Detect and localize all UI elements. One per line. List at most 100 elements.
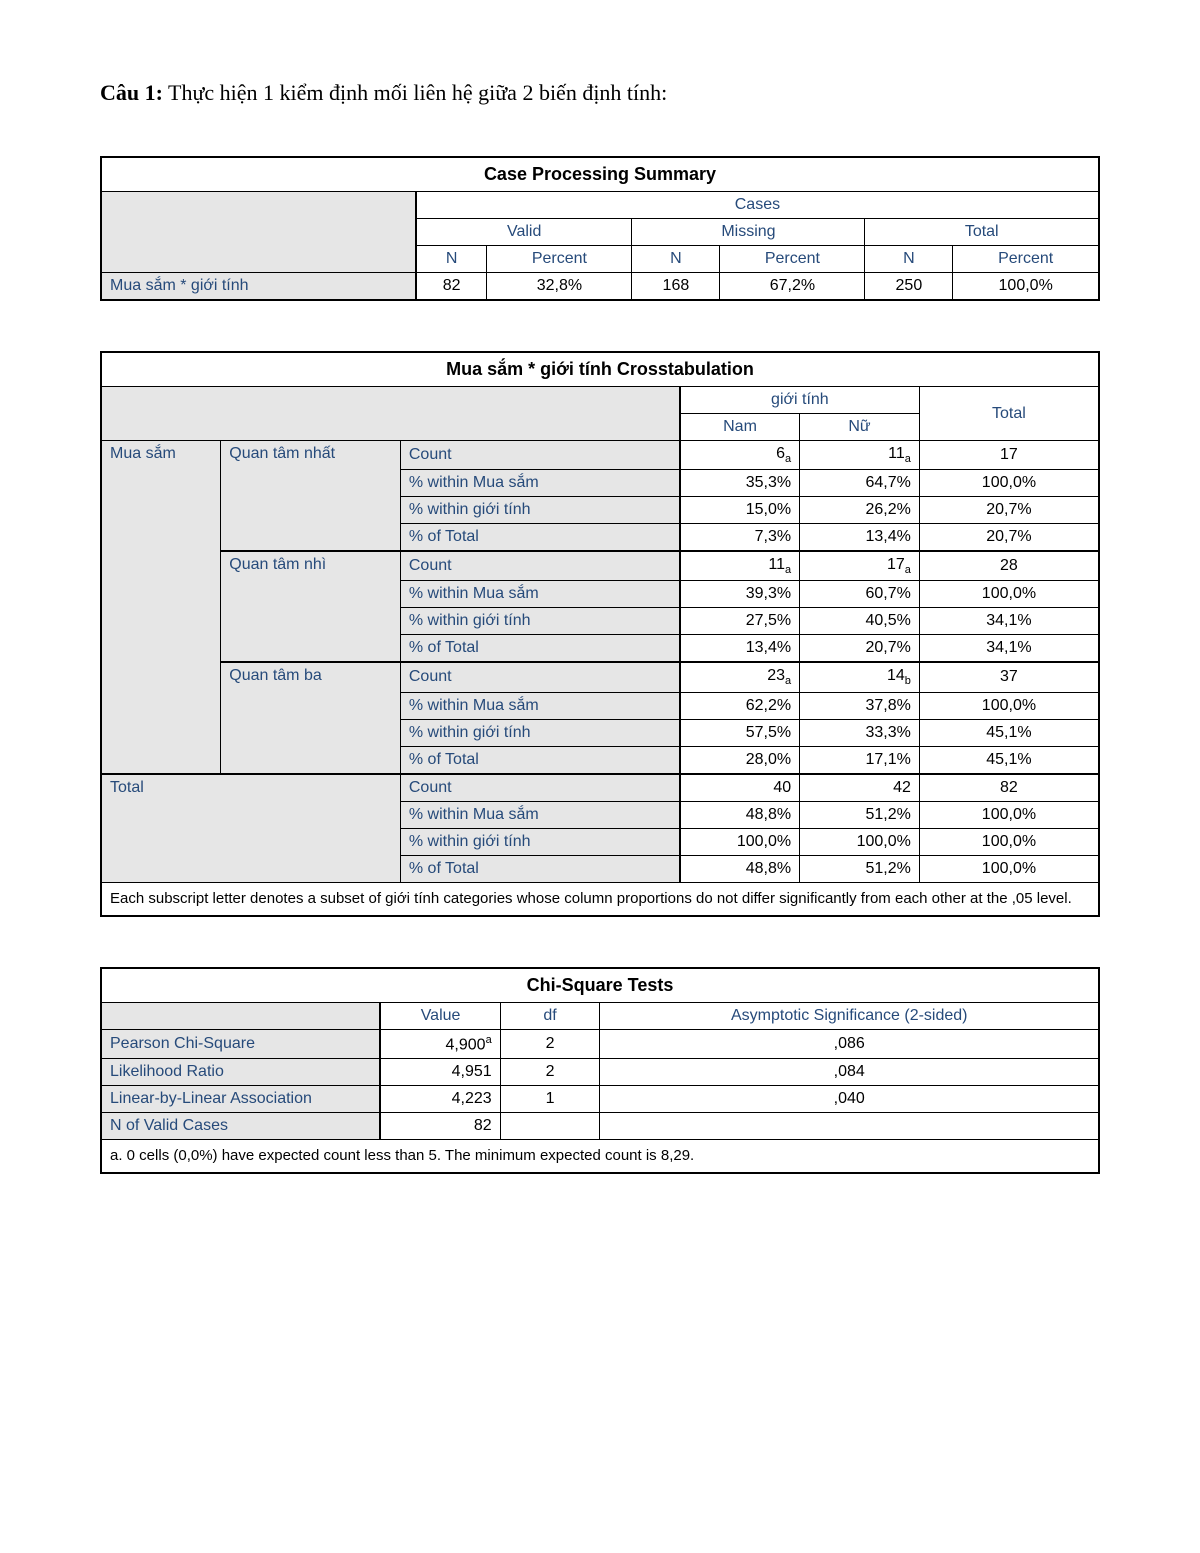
table2-total-stat-label: % within giới tính (400, 828, 680, 855)
table2-category-label: Quan tâm ba (221, 662, 401, 773)
question-label: Câu 1: (100, 80, 163, 105)
table1-valid-header: Valid (416, 219, 632, 246)
table2-cell-nam: 62,2% (680, 692, 800, 719)
table3-col-df: df (500, 1002, 600, 1029)
table2-cell-total: 100,0% (919, 470, 1099, 497)
table2-stat-label: % within giới tính (400, 608, 680, 635)
table2-cell-nam: 27,5% (680, 608, 800, 635)
table3-col-value: Value (380, 1002, 500, 1029)
table2-stat-label: % of Total (400, 746, 680, 774)
table2-cell-nam: 35,3% (680, 470, 800, 497)
table1-v3: 67,2% (720, 273, 865, 301)
table2-blank-corner (101, 387, 680, 441)
table2-cell-total: 100,0% (919, 581, 1099, 608)
table2-total-cell-total: 82 (919, 774, 1099, 802)
table1-v5: 100,0% (953, 273, 1099, 301)
case-processing-summary-table: Case Processing Summary Cases Valid Miss… (100, 156, 1100, 301)
table3-value: 4,951 (380, 1058, 500, 1085)
table2-total-stat-label: % within Mua sắm (400, 801, 680, 828)
table2-left-header: Mua sắm (101, 441, 221, 774)
table3-value: 82 (380, 1112, 500, 1139)
table2-total-cell: 51,2% (800, 855, 920, 882)
table2-total-stat-label: % of Total (400, 855, 680, 882)
table3-df: 2 (500, 1058, 600, 1085)
table2-stat-label: % within giới tính (400, 719, 680, 746)
table2-cell-total: 34,1% (919, 608, 1099, 635)
table3-col-sig: Asymptotic Significance (2-sided) (600, 1002, 1099, 1029)
table2-cell-nu: 11a (800, 441, 920, 470)
table1-col-pct2: Percent (720, 246, 865, 273)
table2-stat-label: Count (400, 551, 680, 581)
table3-df (500, 1112, 600, 1139)
table3-row-label: Linear-by-Linear Association (101, 1085, 380, 1112)
table2-total-cell: 100,0% (800, 828, 920, 855)
table1-v1: 32,8% (487, 273, 632, 301)
table2-category-label: Quan tâm nhất (221, 441, 401, 552)
crosstabulation-table: Mua sắm * giới tính Crosstabulation giới… (100, 351, 1100, 917)
table2-total-cell: 48,8% (680, 855, 800, 882)
table1-col-n2: N (632, 246, 720, 273)
table2-nam-header: Nam (680, 414, 800, 441)
table2-cell-nam: 11a (680, 551, 800, 581)
table2-cell-nu: 13,4% (800, 524, 920, 552)
table3-title: Chi-Square Tests (101, 968, 1099, 1003)
table2-stat-label: Count (400, 441, 680, 470)
table3-row-label: Pearson Chi-Square (101, 1029, 380, 1058)
table2-cell-nam: 15,0% (680, 497, 800, 524)
table3-value: 4,900a (380, 1029, 500, 1058)
table2-total-cell: 48,8% (680, 801, 800, 828)
table2-cell-nu: 20,7% (800, 635, 920, 663)
table2-cell-nu: 26,2% (800, 497, 920, 524)
table2-stat-label: % within Mua sắm (400, 692, 680, 719)
table2-cell-total: 20,7% (919, 524, 1099, 552)
table2-cell-nam: 23a (680, 662, 800, 692)
table3-value: 4,223 (380, 1085, 500, 1112)
table2-cell-nu: 33,3% (800, 719, 920, 746)
table1-v4: 250 (865, 273, 953, 301)
chi-square-table: Chi-Square Tests Value df Asymptotic Sig… (100, 967, 1100, 1174)
table2-cell-total: 100,0% (919, 692, 1099, 719)
table1-col-n3: N (865, 246, 953, 273)
table2-cell-nu: 14b (800, 662, 920, 692)
table2-cell-nam: 28,0% (680, 746, 800, 774)
table2-cell-nu: 60,7% (800, 581, 920, 608)
table2-cell-nam: 7,3% (680, 524, 800, 552)
table1-col-pct1: Percent (487, 246, 632, 273)
table2-total-stat-label: Count (400, 774, 680, 802)
table2-cell-total: 45,1% (919, 719, 1099, 746)
table2-total-cell-total: 100,0% (919, 801, 1099, 828)
table1-total-header: Total (865, 219, 1099, 246)
table3-sig (600, 1112, 1099, 1139)
table2-cell-nu: 37,8% (800, 692, 920, 719)
table2-cell-nu: 17a (800, 551, 920, 581)
table3-sig: ,084 (600, 1058, 1099, 1085)
table2-cell-nu: 64,7% (800, 470, 920, 497)
table3-row-label: N of Valid Cases (101, 1112, 380, 1139)
table1-col-pct3: Percent (953, 246, 1099, 273)
table2-stat-label: % within giới tính (400, 497, 680, 524)
table2-cell-total: 34,1% (919, 635, 1099, 663)
table2-total-label: Total (101, 774, 400, 883)
table2-note: Each subscript letter denotes a subset o… (101, 882, 1099, 916)
table2-nu-header: Nữ (800, 414, 920, 441)
question-heading: Câu 1: Thực hiện 1 kiểm định mối liên hệ… (100, 80, 1100, 106)
table3-df: 2 (500, 1029, 600, 1058)
table2-group-header: giới tính (680, 387, 920, 414)
table1-v0: 82 (416, 273, 487, 301)
table2-stat-label: % of Total (400, 524, 680, 552)
table2-cell-nam: 57,5% (680, 719, 800, 746)
table2-total-cell-total: 100,0% (919, 828, 1099, 855)
table2-cell-total: 28 (919, 551, 1099, 581)
table2-cell-total: 37 (919, 662, 1099, 692)
table2-total-cell: 51,2% (800, 801, 920, 828)
table1-title: Case Processing Summary (101, 157, 1099, 192)
table1-col-n1: N (416, 246, 487, 273)
table3-row-label: Likelihood Ratio (101, 1058, 380, 1085)
table1-blank-corner (101, 192, 416, 273)
table2-stat-label: Count (400, 662, 680, 692)
table3-blank (101, 1002, 380, 1029)
table3-sig: ,040 (600, 1085, 1099, 1112)
table3-note: a. 0 cells (0,0%) have expected count le… (101, 1139, 1099, 1173)
table2-cell-total: 17 (919, 441, 1099, 470)
table2-title: Mua sắm * giới tính Crosstabulation (101, 352, 1099, 387)
